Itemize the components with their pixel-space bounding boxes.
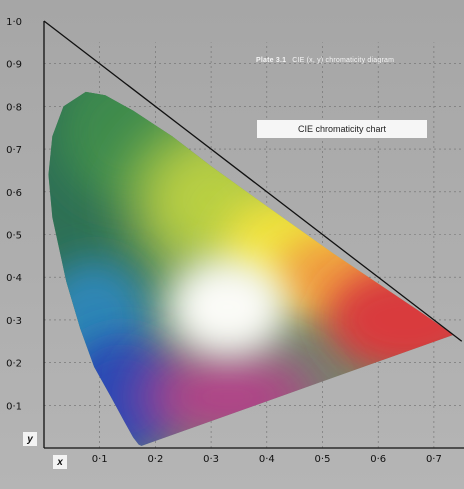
primaries-line: [43, 20, 463, 342]
x-tick-label: 0·5: [315, 454, 331, 465]
purple-region: [132, 351, 323, 442]
plate-title: CIE (x, y) chromaticity diagram: [292, 57, 395, 64]
chart-lines: [43, 20, 464, 449]
white-point-region: [167, 257, 288, 358]
y-tick-label: 0·5: [6, 231, 22, 242]
y-tick-label: 0·2: [6, 359, 22, 370]
x-tick-label: 0·7: [426, 454, 442, 465]
plate-number: Plate 3.1: [256, 57, 287, 64]
y-tick-label: 0·4: [6, 273, 22, 284]
plate-caption: Plate 3.1 CIE (x, y) chromaticity diagram: [256, 57, 394, 64]
x-tick-label: 0·2: [147, 454, 163, 465]
y-tick-label: 0·8: [6, 102, 22, 113]
y-tick-label: 0·9: [6, 60, 22, 71]
y-tick-label: 0·1: [6, 401, 22, 412]
chart-label-box: CIE chromaticity chart: [257, 120, 427, 138]
y-axis-label: y: [23, 432, 37, 446]
tick-labels: 0·1 0·2 0·3 0·4 0·5 0·6 0·7 0·1 0·2 0·3 0·4 0·5 0·6 0…: [6, 17, 442, 465]
x-tick-label: 0·3: [203, 454, 219, 465]
x-axis-label: x: [53, 455, 67, 469]
x-tick-label: 0·4: [259, 454, 275, 465]
y-tick-label: 0·3: [6, 316, 22, 327]
y-tick-label: 1·0: [6, 17, 22, 28]
y-tick-label: 0·7: [6, 145, 22, 156]
x-tick-label: 0·1: [92, 454, 108, 465]
y-tick-label: 0·6: [6, 188, 22, 199]
x-tick-label: 0·6: [370, 454, 386, 465]
